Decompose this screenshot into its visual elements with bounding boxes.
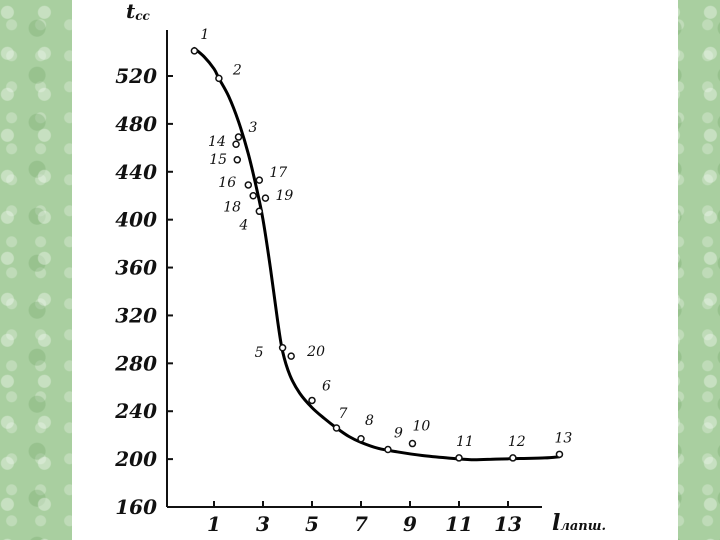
data-point-label: 11	[456, 434, 474, 450]
data-point-label: 3	[249, 120, 258, 136]
data-point	[308, 396, 316, 405]
y-tick-label: 240	[114, 399, 157, 423]
data-point-label: 10	[412, 419, 430, 435]
data-point	[234, 133, 243, 141]
chart-panel: 520 480 440 400 360 320 280 240 200 160 1 3 5 7 9 11 13 t…	[72, 0, 678, 540]
x-tick-label: 3	[256, 512, 270, 536]
x-axis-title: lлапш.	[552, 510, 606, 536]
y-tick-label: 480	[115, 112, 157, 136]
data-point-label: 20	[306, 344, 325, 360]
data-point	[232, 140, 240, 148]
data-point-label: 15	[209, 152, 227, 168]
data-point	[509, 454, 517, 462]
x-tick-label: 1	[207, 512, 221, 536]
data-point-label: 12	[508, 434, 526, 450]
data-point	[455, 454, 463, 462]
data-point	[384, 445, 392, 454]
y-tick-label: 280	[114, 351, 157, 375]
data-point-label: 14	[208, 134, 226, 150]
data-point-label: 8	[365, 413, 374, 429]
data-point	[555, 450, 564, 459]
series-line	[192, 46, 561, 462]
y-tick-label: 520	[115, 64, 157, 88]
data-point	[249, 191, 257, 200]
x-tick-label: 11	[445, 512, 473, 536]
data-point	[255, 176, 264, 184]
data-point-label: 1	[200, 27, 209, 43]
data-point	[408, 439, 417, 448]
data-point-label: 9	[394, 426, 403, 442]
data-point-label: 16	[218, 175, 236, 191]
data-point	[357, 435, 365, 443]
x-tick-label: 13	[494, 512, 522, 536]
y-tick-label: 360	[115, 256, 157, 280]
data-point	[332, 424, 341, 432]
data-point	[261, 194, 270, 202]
data-point-label: 6	[322, 378, 331, 394]
data-point-label: 19	[275, 188, 293, 204]
data-point	[215, 74, 223, 83]
data-point-label: 18	[223, 200, 241, 216]
data-point	[190, 47, 199, 55]
data-point	[255, 207, 264, 216]
data-point-label: 7	[339, 406, 348, 422]
y-axis-title: tсс	[126, 0, 151, 23]
data-point-label: 2	[232, 62, 242, 78]
data-point-label: 13	[554, 430, 572, 446]
x-tick-label: 9	[403, 512, 417, 536]
y-tick-label: 400	[115, 208, 157, 232]
data-point	[287, 352, 295, 360]
data-point-label: 17	[269, 165, 287, 181]
data-point-label: 4	[238, 217, 248, 233]
x-tick-label: 5	[305, 512, 319, 536]
data-point-label: 5	[255, 345, 264, 361]
data-point	[244, 181, 253, 189]
x-tick-label: 7	[354, 512, 368, 536]
data-point	[278, 344, 287, 352]
y-tick-label: 160	[115, 495, 157, 519]
y-tick-label: 320	[115, 303, 157, 327]
data-point	[233, 156, 242, 164]
y-tick-label: 440	[115, 160, 157, 184]
y-tick-label: 200	[114, 447, 157, 471]
